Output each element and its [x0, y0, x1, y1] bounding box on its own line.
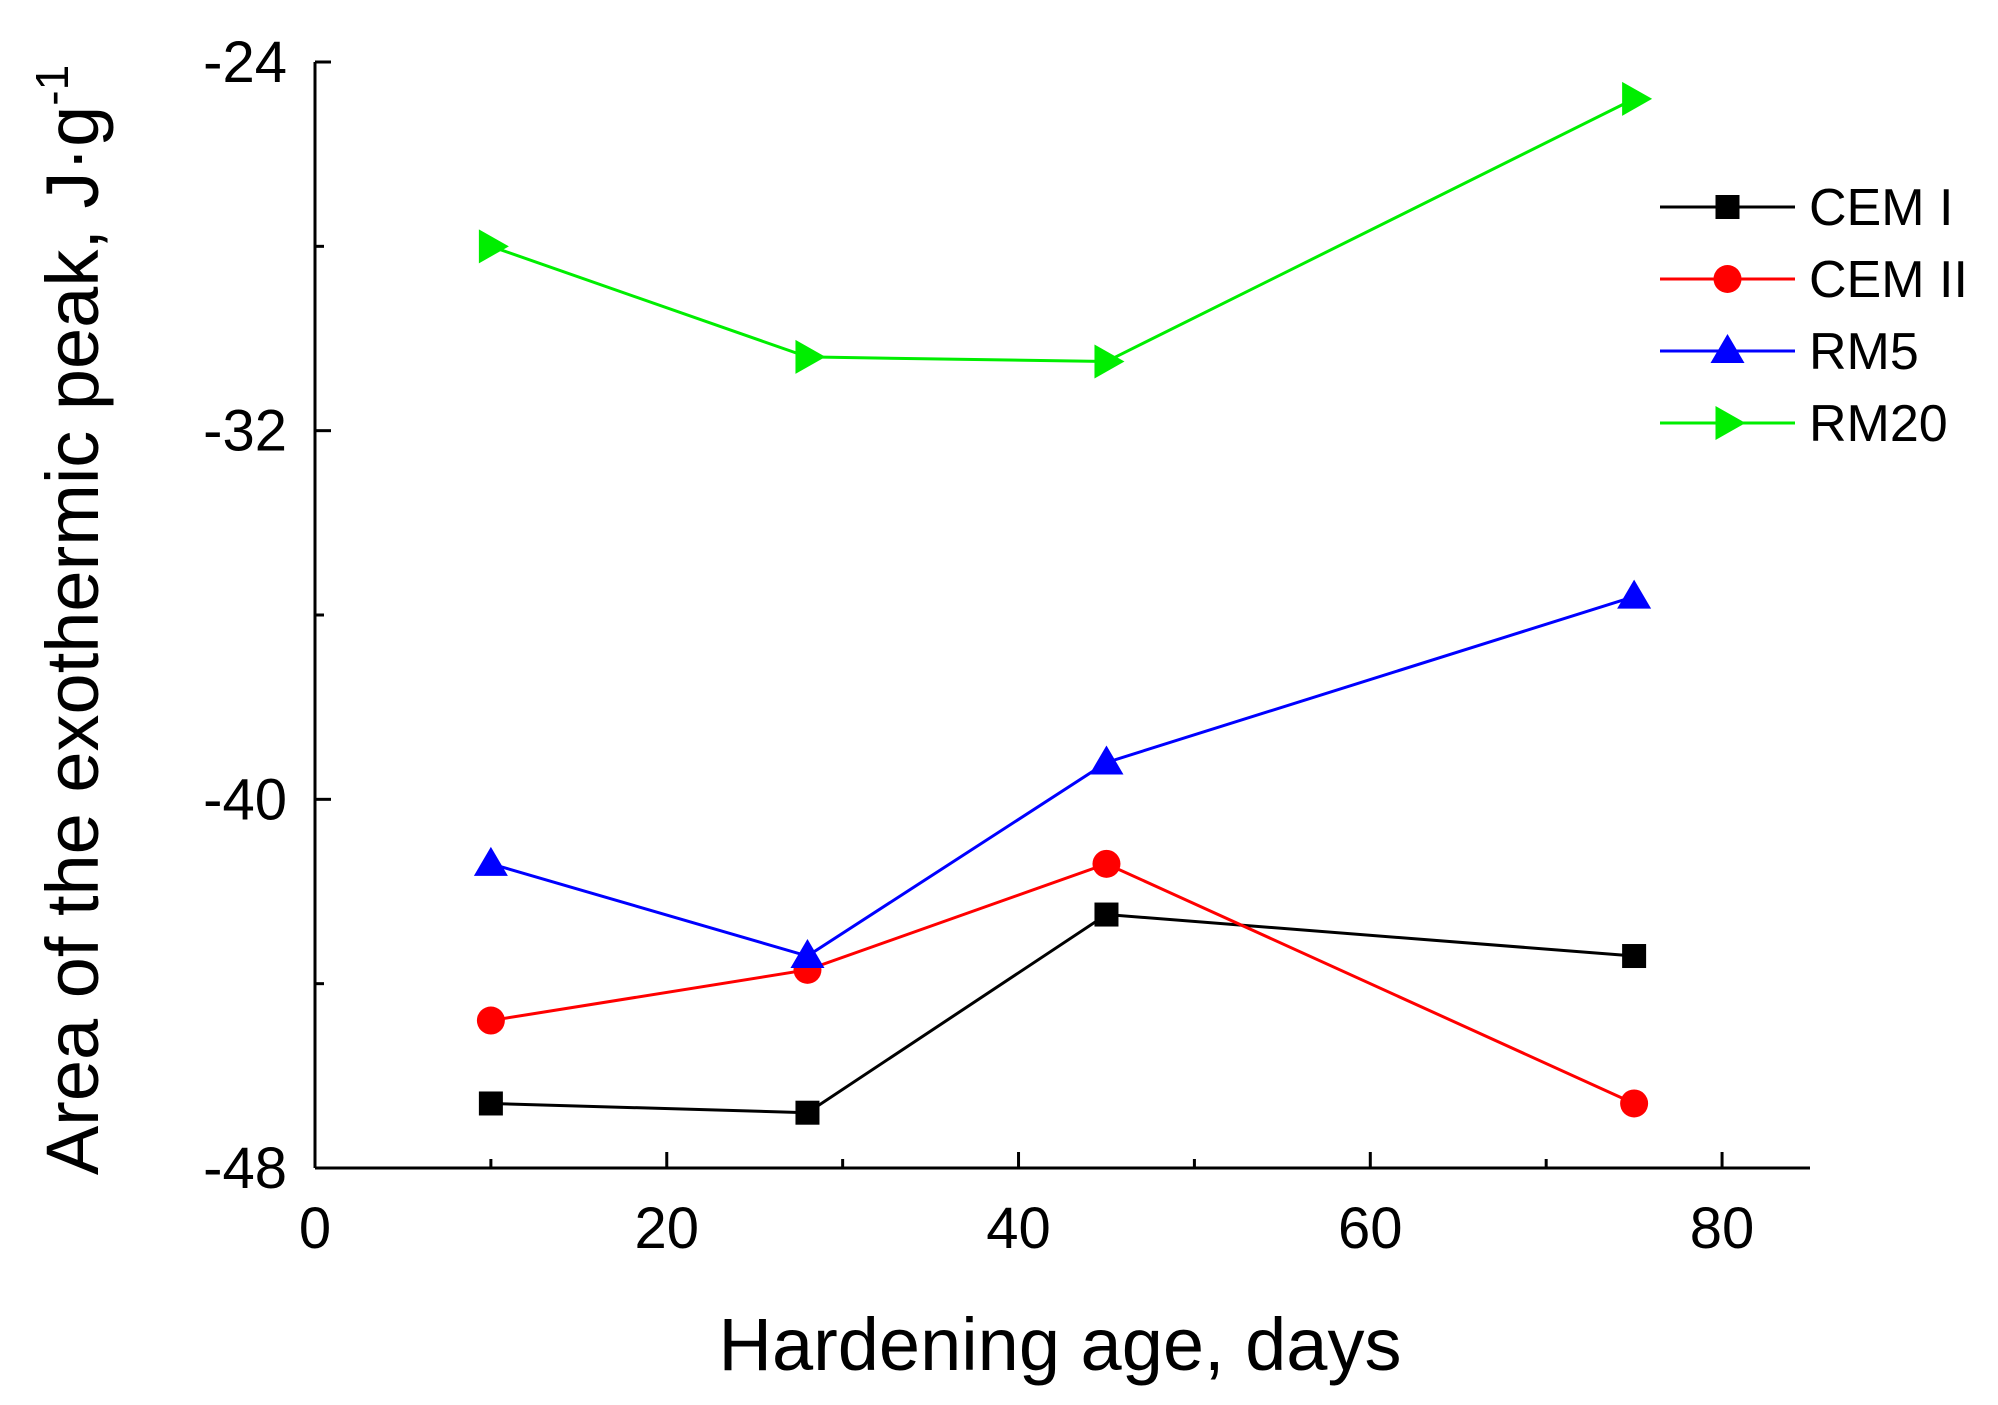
series-rm5	[473, 579, 1652, 969]
series-line-rm20	[490, 97, 1635, 364]
series-line-rm5	[490, 595, 1635, 958]
circle-marker	[476, 1006, 505, 1035]
square-marker	[1622, 944, 1647, 969]
y-axis-title-superscript: -1	[26, 65, 78, 106]
triangle-right-marker	[478, 229, 509, 264]
legend-label: RM5	[1809, 323, 1919, 381]
triangle-up-marker	[1710, 334, 1745, 363]
y-axis-ticks: -48 -40 -32 -24	[203, 30, 331, 1201]
triangle-up-marker	[790, 939, 825, 969]
y-tick-label: -40	[203, 767, 287, 832]
y-tick-label: -24	[203, 30, 287, 95]
y-tick-label: -48	[203, 1136, 287, 1201]
x-tick-label: 80	[1690, 1196, 1755, 1261]
y-axis-title-main: Area of the exothermic peak, J·g	[31, 106, 114, 1175]
series-line-cem-i	[490, 913, 1635, 1115]
triangle-right-marker	[1094, 344, 1125, 379]
circle-marker	[1092, 849, 1121, 878]
series-rm20	[478, 81, 1653, 379]
x-tick-label: 60	[1338, 1196, 1403, 1261]
triangle-right-marker	[795, 339, 826, 374]
axes: 0 20 40 60 80 -48 -40 -32 -24	[203, 30, 1810, 1261]
square-marker	[1094, 902, 1119, 927]
square-marker	[795, 1100, 820, 1125]
triangle-right-marker	[1622, 81, 1653, 116]
legend-item-rm5: RM5	[1660, 323, 1919, 381]
legend: CEM I CEM II RM5 RM20	[1660, 179, 1968, 453]
square-marker	[478, 1091, 503, 1116]
y-tick-label: -32	[203, 399, 287, 464]
triangle-up-marker	[1089, 745, 1124, 775]
legend-item-cem-i: CEM I	[1660, 179, 1953, 237]
series-line-cem-ii	[490, 862, 1635, 1105]
legend-item-rm20: RM20	[1660, 395, 1948, 453]
y-axis-title: Area of the exothermic peak, J·g-1	[26, 65, 114, 1175]
x-axis-ticks: 0 20 40 60 80	[299, 1152, 1754, 1261]
circle-marker	[1620, 1089, 1649, 1118]
legend-label: RM20	[1809, 395, 1948, 453]
x-tick-label: 40	[986, 1196, 1051, 1261]
series-cem-i	[478, 902, 1647, 1125]
legend-label: CEM II	[1809, 251, 1968, 309]
legend-label: CEM I	[1809, 179, 1953, 237]
series-layer	[473, 81, 1653, 1125]
legend-item-cem-ii: CEM II	[1660, 251, 1968, 309]
triangle-up-marker	[1617, 579, 1652, 609]
circle-marker	[1713, 265, 1742, 293]
triangle-right-marker	[1715, 406, 1746, 440]
series-cem-ii	[476, 849, 1649, 1118]
x-tick-label: 20	[635, 1196, 700, 1261]
triangle-up-marker	[473, 846, 508, 876]
x-tick-label: 0	[299, 1196, 331, 1261]
x-axis-title: Hardening age, days	[719, 1303, 1402, 1386]
square-marker	[1715, 195, 1740, 219]
